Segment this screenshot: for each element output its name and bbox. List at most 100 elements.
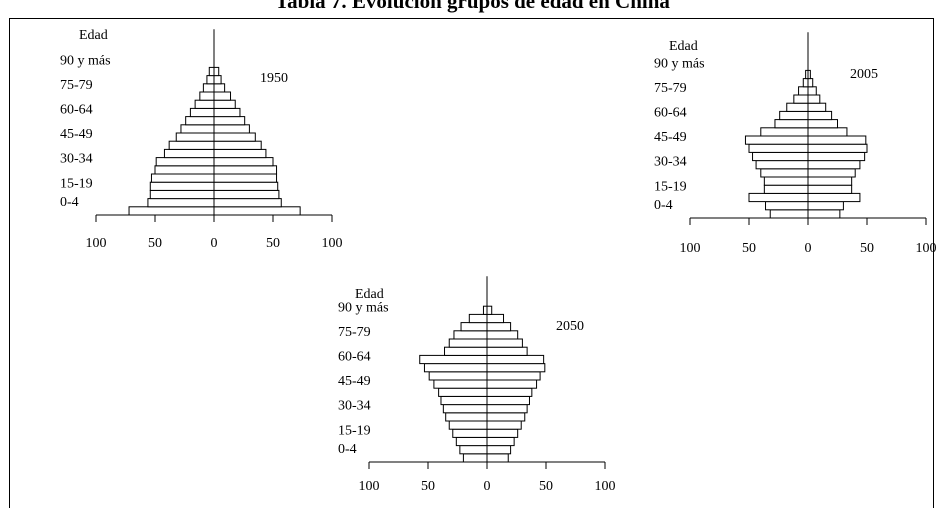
- bar-right-30-34: [486, 404, 528, 414]
- x-tick-label: 50: [421, 479, 435, 494]
- x-tick-label: 100: [359, 479, 380, 494]
- bar-right-40-44: [486, 387, 533, 397]
- bar-left-55-59: [185, 116, 215, 126]
- bar-left-25-29: [154, 165, 215, 175]
- bar-left-85-89: [208, 66, 215, 77]
- bar-left-55-59: [774, 119, 809, 129]
- x-tick-label: 100: [680, 241, 701, 256]
- bar-left-65-69: [444, 346, 488, 356]
- bar-left-65-69: [194, 99, 215, 109]
- bar-left-50-54: [428, 371, 488, 381]
- age-axis-title: Edad: [355, 287, 384, 302]
- bar-right-70-74: [486, 338, 523, 348]
- bar-left-45-49: [433, 379, 488, 389]
- bar-right-65-69: [486, 346, 528, 356]
- bar-right-5-9: [213, 198, 282, 208]
- year-label: 1950: [260, 71, 288, 86]
- bar-right-80-84: [213, 75, 222, 85]
- bar-right-60-64: [486, 354, 545, 365]
- bar-left-20-24: [763, 176, 809, 186]
- x-tick-label: 50: [860, 241, 874, 256]
- bar-left-70-74: [793, 94, 809, 104]
- age-label: 90 y más: [338, 300, 389, 315]
- page-title: Tabla 7. Evolución grupos de edad en Chi…: [275, 0, 670, 13]
- year-label: 2005: [850, 67, 878, 82]
- bar-right-65-69: [213, 99, 236, 109]
- x-tick-label: 0: [211, 236, 218, 251]
- bar-right-40-44: [213, 140, 262, 150]
- bar-right-45-49: [486, 379, 538, 389]
- x-tick-label: 50: [148, 236, 162, 251]
- age-label: 0-4: [654, 198, 673, 213]
- bar-right-75-79: [486, 330, 519, 340]
- bar-right-80-84: [486, 322, 512, 332]
- bar-right-15-19: [213, 181, 279, 191]
- age-label: 0-4: [338, 442, 357, 457]
- bar-left-0-4: [769, 209, 809, 219]
- bar-left-0-4: [128, 206, 215, 216]
- age-label: 60-64: [654, 106, 687, 121]
- bar-left-5-9: [147, 198, 215, 208]
- bar-left-70-74: [448, 338, 488, 348]
- bar-left-60-64: [189, 107, 215, 118]
- bar-left-75-79: [453, 330, 488, 340]
- bar-left-15-19: [452, 428, 488, 438]
- bar-right-0-4: [486, 453, 509, 463]
- age-label: 30-34: [338, 399, 371, 414]
- bar-left-75-79: [202, 83, 215, 93]
- bar-left-20-24: [150, 173, 215, 183]
- bar-left-60-64: [779, 110, 809, 121]
- bar-right-15-19: [486, 428, 519, 438]
- age-label: 15-19: [654, 179, 687, 194]
- bar-right-65-69: [807, 102, 827, 112]
- bar-left-80-84: [206, 75, 215, 85]
- age-label: 90 y más: [654, 56, 705, 71]
- bar-right-45-49: [213, 132, 256, 142]
- age-label: 75-79: [338, 325, 371, 340]
- bar-left-75-79: [798, 86, 809, 96]
- bar-left-80-84: [802, 78, 809, 88]
- x-tick-label: 100: [322, 236, 343, 251]
- bar-right-55-59: [213, 116, 246, 126]
- bar-left-65-69: [786, 102, 809, 112]
- bar-right-10-14: [807, 192, 861, 203]
- bar-left-35-39: [440, 395, 488, 406]
- x-tick-label: 0: [484, 479, 491, 494]
- bar-right-25-29: [486, 412, 526, 422]
- year-label: 2050: [556, 319, 584, 334]
- bar-right-45-49: [807, 135, 867, 145]
- age-label: 45-49: [60, 127, 93, 142]
- bar-right-10-14: [486, 436, 515, 447]
- bar-right-75-79: [807, 86, 817, 96]
- bar-left-60-64: [419, 354, 488, 365]
- bar-right-35-39: [807, 151, 866, 162]
- bar-left-35-39: [752, 151, 809, 162]
- bar-left-30-34: [442, 404, 488, 414]
- bar-right-0-4: [807, 209, 841, 219]
- bar-left-40-44: [438, 387, 488, 397]
- age-label: 75-79: [654, 81, 687, 96]
- bar-right-30-34: [807, 160, 861, 170]
- age-label: 45-49: [338, 374, 371, 389]
- x-tick-label: 100: [595, 479, 616, 494]
- bar-left-25-29: [445, 412, 488, 422]
- bar-left-45-49: [744, 135, 809, 145]
- bar-left-5-9: [459, 445, 488, 455]
- bar-left-5-9: [765, 201, 809, 211]
- age-axis-title: Edad: [79, 28, 108, 43]
- age-label: 15-19: [60, 176, 93, 191]
- bar-left-30-34: [155, 157, 215, 167]
- bar-left-10-14: [455, 436, 488, 447]
- bar-right-85-89: [213, 66, 220, 77]
- bar-left-15-19: [149, 181, 215, 191]
- bar-left-0-4: [462, 453, 488, 463]
- bar-left-80-84: [460, 322, 488, 332]
- bar-right-5-9: [807, 201, 844, 211]
- bar-left-85-89: [468, 313, 488, 324]
- age-label: 90 y más: [60, 53, 111, 68]
- bar-left-35-39: [163, 148, 215, 159]
- bar-right-50-54: [213, 124, 250, 134]
- age-axis-title: Edad: [669, 39, 698, 54]
- age-label: 0-4: [60, 195, 79, 210]
